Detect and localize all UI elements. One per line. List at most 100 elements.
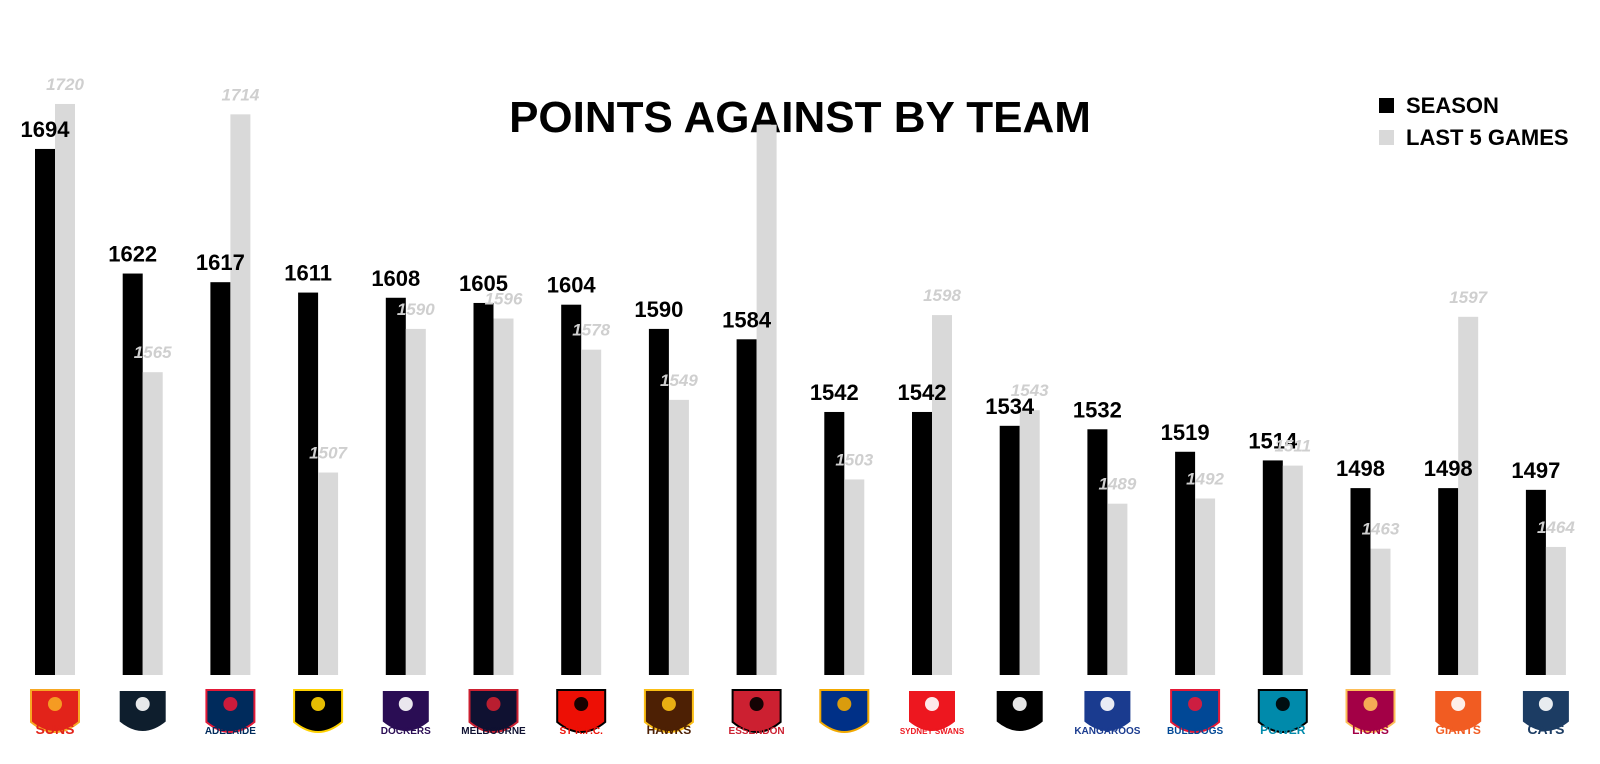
label-last5-2: 1714 — [221, 85, 259, 104]
essendon-logo-icon: ESSENDON — [729, 689, 785, 737]
bar-season-15 — [1350, 488, 1371, 675]
suns-logo-icon: SUNS — [30, 689, 80, 737]
bars-group — [35, 103, 1566, 676]
label-season-17: 1497 — [1511, 458, 1560, 483]
bar-season-11 — [999, 425, 1020, 675]
sydney-logo-icon: SYDNEY SWANS — [900, 689, 965, 736]
label-season-0: 1694 — [21, 117, 71, 142]
legend-swatch-season — [1379, 98, 1394, 113]
label-last5-17: 1464 — [1537, 518, 1575, 537]
label-season-11: 1534 — [985, 394, 1035, 419]
label-last5-5: 1596 — [485, 290, 523, 309]
bar-last5-1 — [142, 372, 163, 675]
hawthorn-logo-icon: HAWKS — [643, 689, 694, 737]
label-season-7: 1590 — [634, 297, 683, 322]
label-season-13: 1519 — [1161, 420, 1210, 445]
label-last5-12: 1489 — [1098, 475, 1136, 494]
collingwood-logo-icon — [994, 689, 1045, 733]
bar-last5-6 — [581, 349, 602, 675]
label-last5-6: 1578 — [572, 321, 610, 340]
bar-last5-16 — [1458, 316, 1479, 675]
logo-label-10: SYDNEY SWANS — [900, 727, 965, 736]
geelong-logo-icon: CATS — [1520, 689, 1571, 737]
team-logos-group: SUNS ADELAIDE DOCKERS MELBOURNE ST K.F.C. HAW… — [30, 689, 1571, 737]
bar-season-9 — [824, 411, 845, 675]
label-season-12: 1532 — [1073, 397, 1122, 422]
bar-season-13 — [1175, 451, 1196, 675]
label-last5-10: 1598 — [923, 286, 961, 305]
logo-label-13: BULLDOGS — [1167, 726, 1223, 737]
bar-last5-9 — [844, 479, 865, 675]
label-last5-9: 1503 — [835, 450, 873, 469]
fremantle-logo-icon: DOCKERS — [381, 689, 431, 737]
label-season-6: 1604 — [547, 273, 597, 298]
legend-swatch-last5 — [1379, 130, 1394, 145]
bar-season-5 — [473, 302, 494, 675]
logo-label-2: ADELAIDE — [205, 726, 256, 737]
legend-label-last5: LAST 5 GAMES — [1406, 125, 1569, 150]
bar-season-6 — [561, 304, 582, 675]
logo-label-15: LIONS — [1352, 723, 1389, 737]
bar-last5-11 — [1019, 410, 1040, 675]
bar-season-1 — [122, 273, 143, 675]
chart-title: POINTS AGAINST BY TEAM — [509, 93, 1091, 142]
bar-last5-2 — [230, 114, 251, 676]
kangaroos-logo-icon: KANGAROOS — [1074, 689, 1141, 737]
bar-last5-5 — [493, 318, 514, 675]
label-last5-15: 1463 — [1362, 520, 1400, 539]
label-last5-11: 1543 — [1011, 381, 1049, 400]
bar-season-7 — [648, 328, 669, 675]
bar-last5-3 — [318, 472, 339, 675]
label-season-16: 1498 — [1424, 456, 1473, 481]
carlton-logo-icon — [117, 689, 168, 733]
bar-season-4 — [385, 297, 406, 675]
label-last5-14: 1511 — [1275, 437, 1312, 456]
logo-label-14: POWER — [1260, 723, 1306, 737]
label-season-10: 1542 — [898, 380, 947, 405]
bar-last5-0 — [55, 103, 75, 675]
bar-season-0 — [35, 148, 55, 676]
label-season-4: 1608 — [371, 266, 420, 291]
bar-season-17 — [1525, 489, 1546, 675]
bar-season-14 — [1262, 460, 1283, 675]
label-last5-4: 1590 — [397, 300, 435, 319]
bar-last5-7 — [668, 399, 689, 675]
bar-last5-17 — [1545, 546, 1566, 675]
logo-label-8: ESSENDON — [729, 726, 785, 737]
logo-label-0: SUNS — [36, 721, 75, 737]
gws-logo-icon: GIANTS — [1433, 689, 1484, 737]
westcoast-logo-icon — [819, 689, 870, 733]
bar-last5-12 — [1107, 503, 1128, 675]
bar-season-8 — [736, 339, 757, 675]
label-last5-0: 1720 — [46, 75, 84, 94]
logo-label-6: ST K.F.C. — [560, 726, 604, 737]
label-season-14: 1514 — [1248, 428, 1298, 453]
richmond-logo-icon — [293, 689, 344, 733]
label-last5-13: 1492 — [1186, 469, 1224, 488]
bar-season-2 — [210, 282, 231, 675]
logo-label-5: MELBOURNE — [461, 726, 526, 737]
melbourne-logo-icon: MELBOURNE — [461, 689, 526, 737]
bar-last5-8 — [756, 124, 777, 675]
label-last5-7: 1549 — [660, 371, 698, 390]
label-last5-3: 1507 — [309, 444, 348, 463]
bar-season-10 — [912, 411, 932, 675]
brisbane-logo-icon: LIONS — [1345, 689, 1396, 737]
stkilda-logo-icon: ST K.F.C. — [556, 689, 607, 737]
bar-last5-4 — [405, 328, 426, 675]
legend-label-season: SEASON — [1406, 93, 1499, 118]
bar-season-3 — [298, 292, 319, 675]
bar-season-16 — [1438, 488, 1459, 675]
logo-label-4: DOCKERS — [381, 726, 431, 737]
label-season-2: 1617 — [196, 250, 245, 275]
label-season-5: 1605 — [459, 271, 508, 296]
logo-label-16: GIANTS — [1436, 723, 1481, 737]
bar-last5-13 — [1195, 498, 1216, 675]
logo-label-7: HAWKS — [647, 723, 692, 737]
data-labels-group: 1694 1720 1622 1565 1617 1714 1611 1507 1608 1590… — [21, 75, 1576, 539]
logo-label-12: KANGAROOS — [1074, 726, 1140, 737]
bar-last5-15 — [1370, 548, 1391, 675]
adelaide-logo-icon: ADELAIDE — [205, 689, 256, 737]
label-season-1: 1622 — [108, 242, 157, 267]
